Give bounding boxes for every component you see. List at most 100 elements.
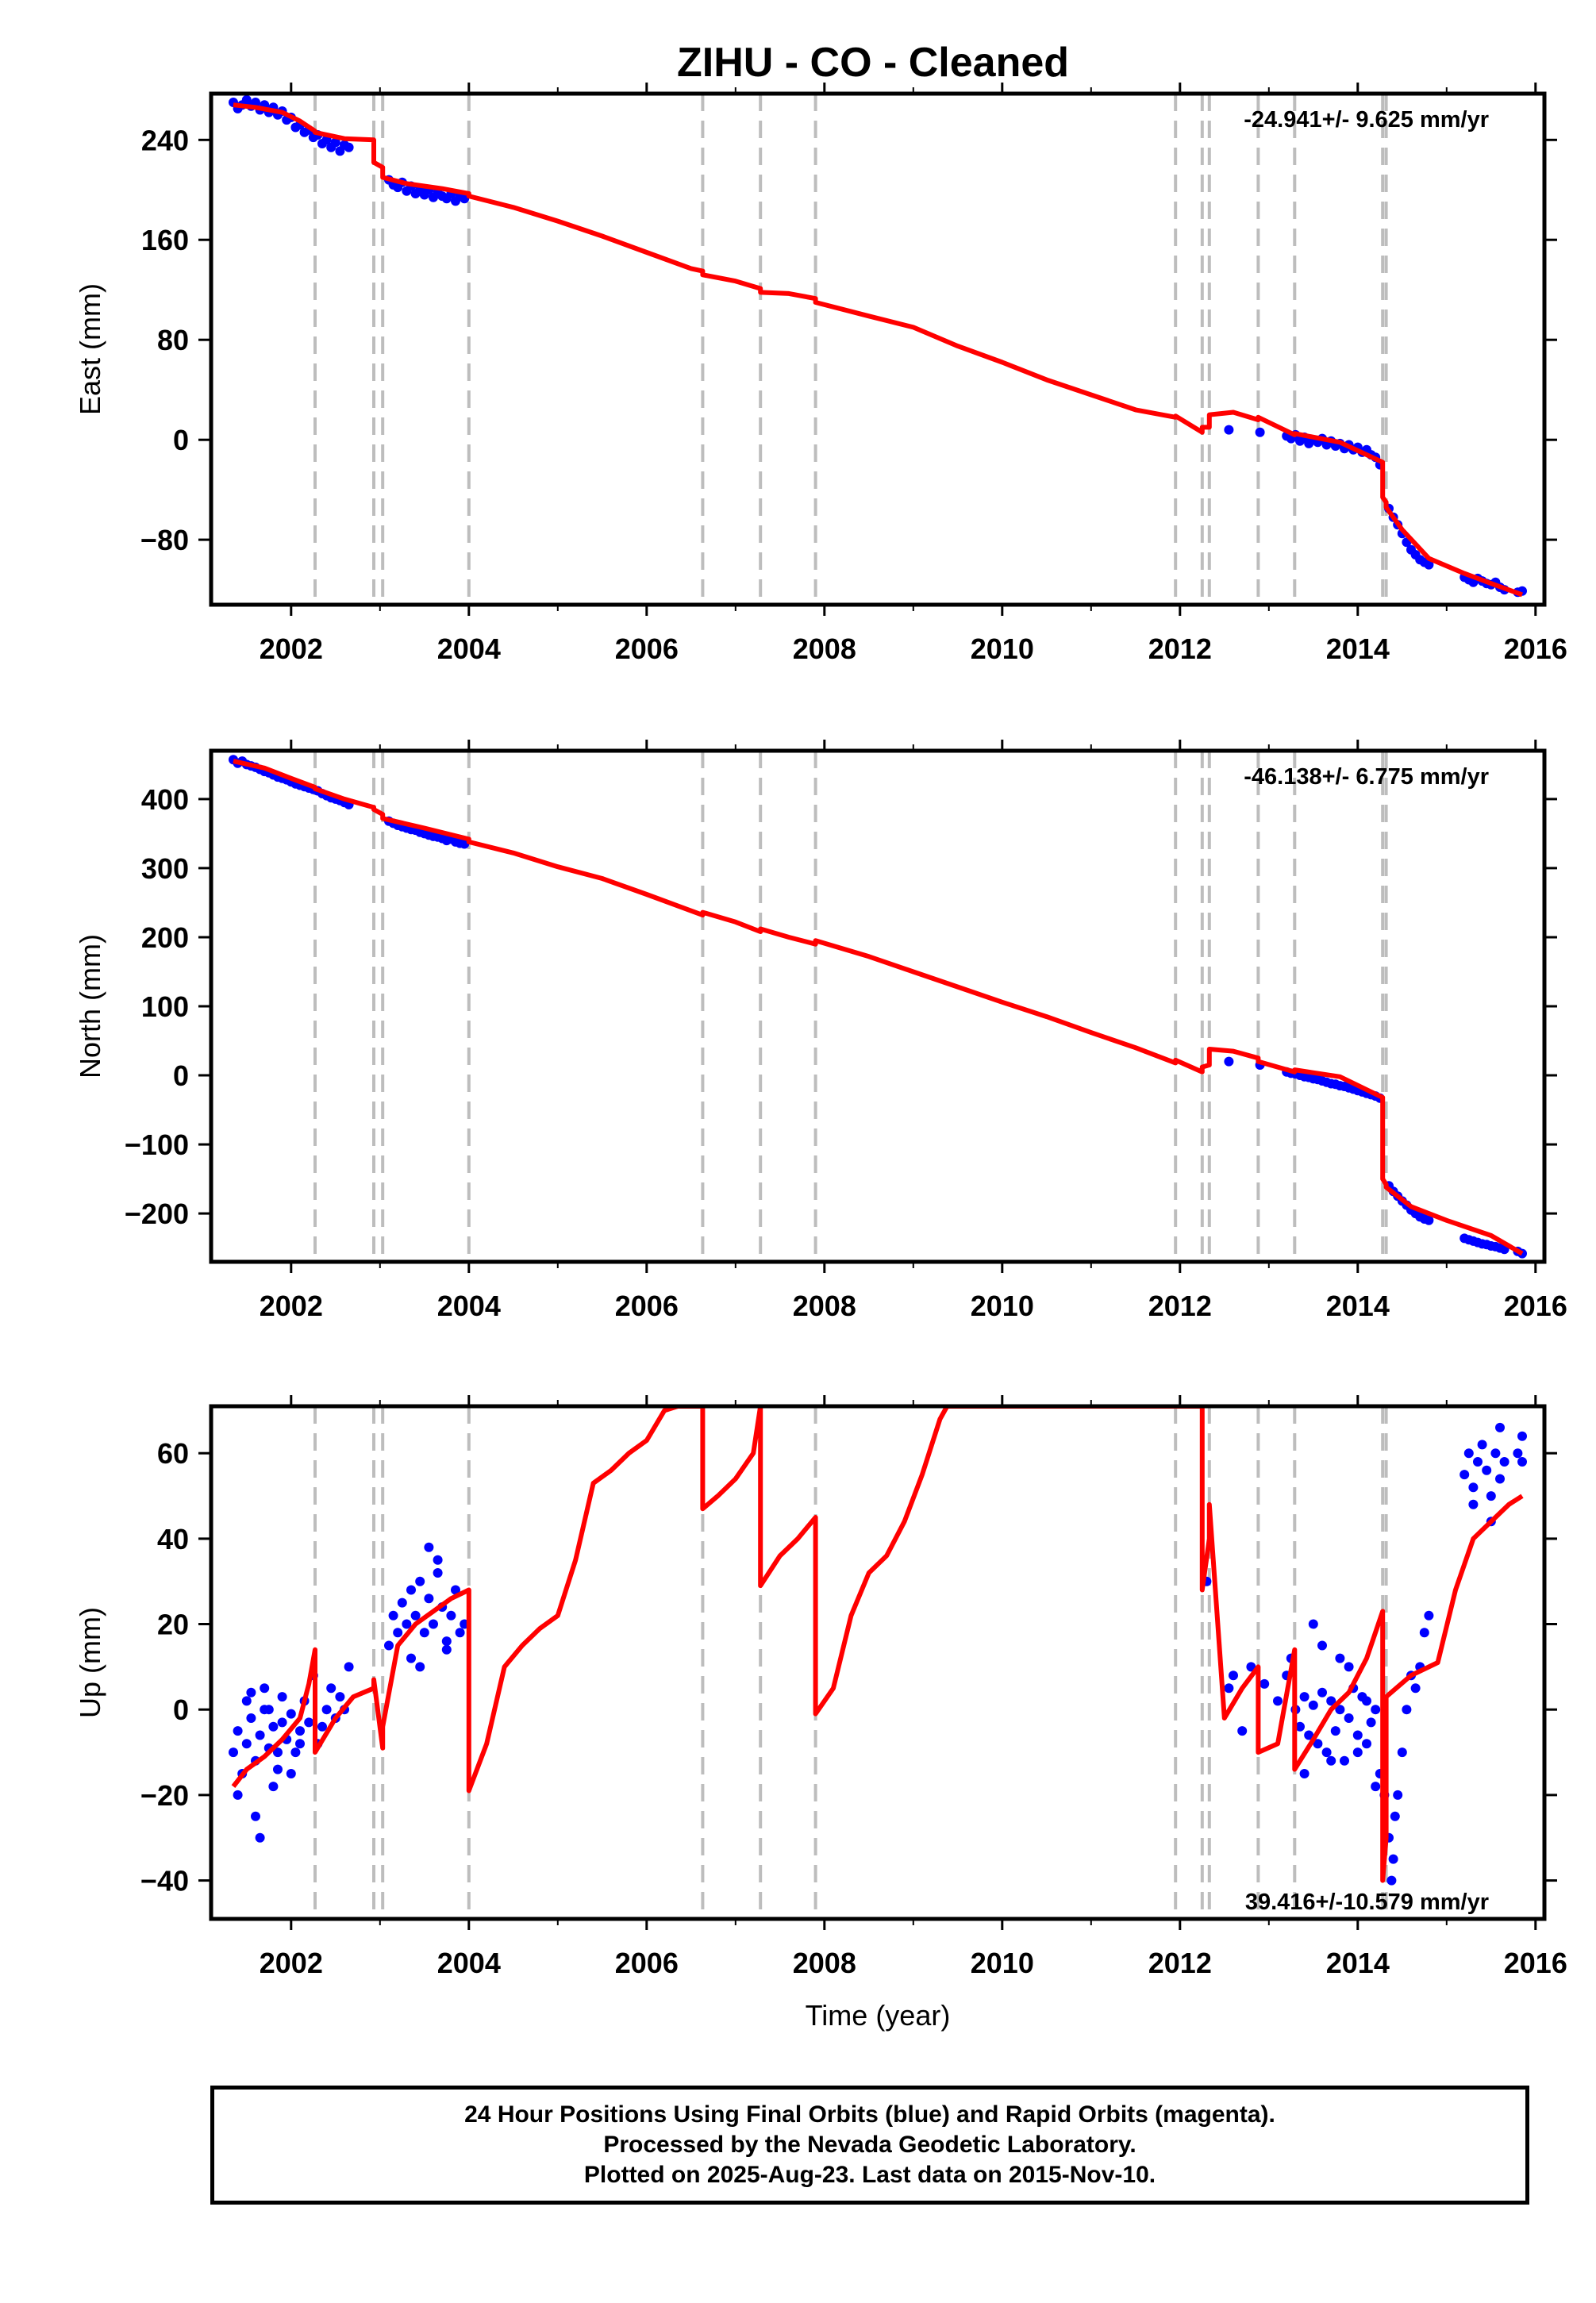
data-point [260,1683,270,1694]
x-tick-label: 2004 [437,632,501,665]
panel-3: 2002 2004 2006 2008 2010 2012 2014 2016 −40 −20 0 2… [74,1395,1567,2032]
data-point [1424,1610,1434,1621]
x-tick-label: 2016 [1504,1290,1567,1322]
data-point [290,1747,301,1758]
data-point [1473,1457,1483,1467]
daily-points [229,755,1527,1259]
data-point [1410,1683,1421,1694]
data-point [397,1597,407,1608]
data-point [241,1739,252,1749]
x-axis-title: Time (year) [806,1999,951,2032]
x-tick-label: 2010 [971,1290,1034,1322]
y-tick-label: 0 [173,424,189,456]
x-tick-label: 2006 [615,632,679,665]
data-point [344,1662,354,1672]
data-point [1388,1854,1398,1864]
data-point [406,1653,416,1663]
y-tick-label: 40 [157,1523,189,1555]
data-point [1390,1811,1400,1821]
y-axis-title: Up (mm) [74,1607,106,1718]
data-point [255,1832,265,1843]
data-point [1513,1448,1523,1459]
data-point [455,1628,465,1638]
data-point [393,1628,403,1638]
data-point [433,1568,443,1578]
y-tick-label: 0 [173,1059,189,1092]
data-point [273,1747,283,1758]
data-point [1330,1726,1340,1736]
data-point [1321,1747,1332,1758]
data-point [255,1730,265,1740]
y-tick-label: −80 [140,524,189,556]
data-point [1224,425,1234,435]
data-point [263,1705,274,1715]
data-point [246,1713,256,1723]
y-tick-label: 160 [141,224,189,256]
data-point [1463,1448,1474,1459]
data-point [1371,1782,1381,1792]
data-point [321,1705,332,1715]
data-point [268,1721,279,1732]
data-point [1419,1628,1429,1638]
data-point [1468,1499,1479,1509]
data-point [233,1726,243,1736]
data-point [1486,1491,1496,1501]
data-point [1335,1705,1345,1715]
y-axis-title: East (mm) [74,283,106,415]
data-point [384,1640,394,1651]
data-point [1299,1769,1309,1778]
footer-line-processed: Processed by the Nevada Geodetic Laborat… [603,2132,1136,2158]
data-point [1299,1692,1309,1702]
data-point [277,1717,287,1728]
data-point [1237,1726,1248,1736]
y-tick-label: 400 [141,783,189,816]
figure-title: ZIHU - CO - Cleaned [677,40,1069,86]
y-tick-label: 200 [141,921,189,954]
data-point [419,1628,429,1638]
y-tick-label: −40 [140,1865,189,1897]
data-point [451,1585,460,1595]
data-point [1477,1440,1487,1450]
model-line [231,1406,1524,1883]
x-tick-label: 2012 [1148,1290,1212,1322]
data-point [1304,1730,1314,1740]
x-tick-label: 2002 [260,1947,323,1979]
data-point [1340,1755,1349,1766]
y-tick-label: 20 [157,1609,189,1641]
x-tick-label: 2008 [793,1290,856,1322]
footer-line-orbits: 24 Hour Positions Using Final Orbits (bl… [464,2101,1275,2128]
x-tick-label: 2002 [260,632,323,665]
data-point [1424,1215,1434,1225]
y-tick-label: 300 [141,852,189,885]
data-point [1424,559,1434,570]
footer-caption-box: 24 Hour Positions Using Final Orbits (bl… [210,2086,1529,2205]
data-point [415,1662,425,1672]
footer-line-plotted: Plotted on 2025-Aug-23. Last data on 201… [583,2162,1156,2188]
data-point [1402,1705,1412,1715]
data-point [1386,1875,1397,1886]
y-tick-label: −100 [125,1128,189,1161]
data-point [441,1636,452,1647]
data-point [273,1764,283,1774]
panel-2: 2002 2004 2006 2008 2010 2012 2014 2016 −200 −100… [74,740,1567,1322]
data-point [1499,1457,1509,1467]
x-tick-label: 2008 [793,632,856,665]
data-point [424,1594,434,1604]
data-point [251,1811,260,1821]
x-tick-label: 2002 [260,1290,323,1322]
data-point [286,1709,296,1719]
plot-frame [209,91,1547,607]
data-point [1326,1696,1336,1706]
daily-points [229,1422,1527,1886]
data-point [1393,1790,1403,1800]
data-point [424,1542,434,1552]
x-tick-label: 2006 [615,1947,679,1979]
x-tick-label: 2008 [793,1947,856,1979]
panel-1: 2002 2004 2006 2008 2010 2012 2014 2016 −80 0 80 16… [74,83,1567,665]
data-point [446,1610,456,1621]
data-point [229,1747,238,1758]
y-tick-label: 80 [157,324,189,356]
y-tick-label: 240 [141,124,189,156]
x-tick-label: 2014 [1326,632,1390,665]
